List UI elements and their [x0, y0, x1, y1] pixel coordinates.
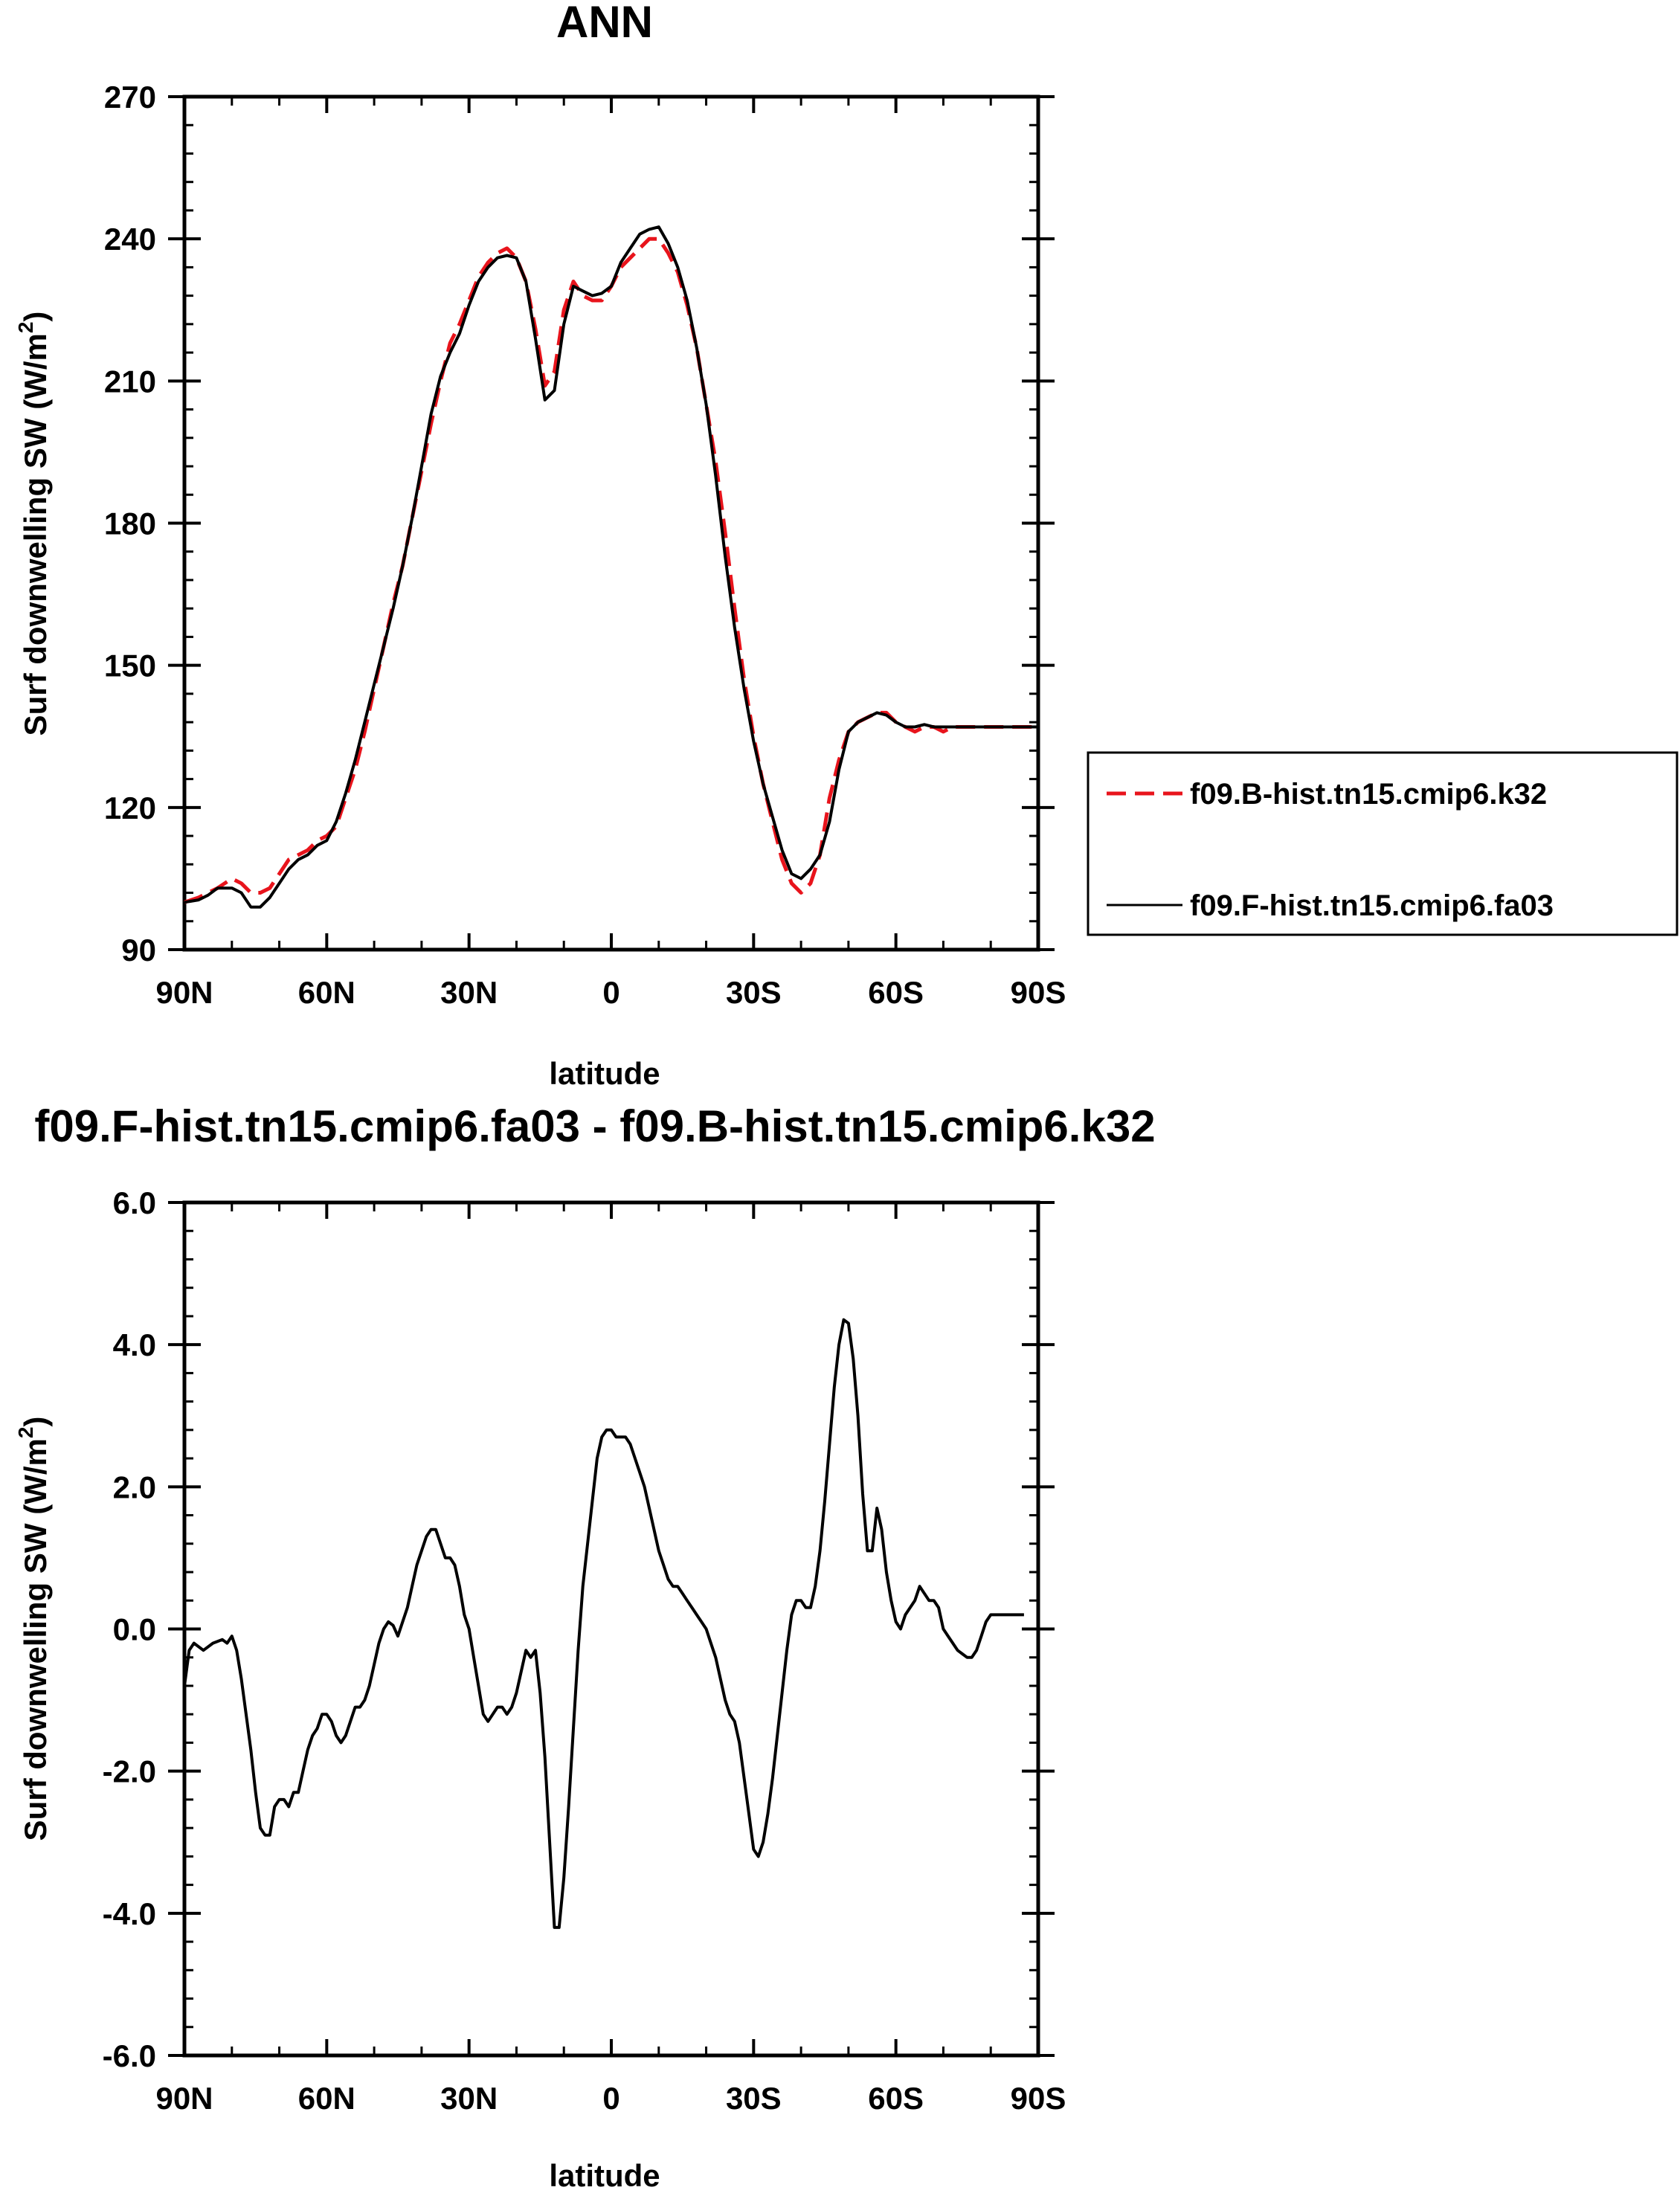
legend-box [1087, 751, 1679, 936]
top-xtick-label: 0 [602, 975, 619, 1010]
bottom-xtick-label: 0 [602, 2081, 619, 2116]
bottom-chart: f09.F-hist.tn15.cmip6.fa03 - f09.B-hist.… [14, 1101, 1156, 2193]
bottom-xtick-label: 30N [440, 2081, 498, 2116]
top-series-line-1 [184, 225, 1038, 909]
top-ytick-label: 270 [104, 80, 156, 115]
bottom-ytick-label: -2.0 [103, 1754, 156, 1789]
bottom-series-line-0 [183, 1318, 1024, 1929]
top-plot-frame [182, 94, 1040, 952]
top-chart: ANN 90N 60N 30N 0 30S 60S 90S 90 120 150 180 210 240… [14, 0, 1679, 1091]
bottom-ytick-label: -6.0 [103, 2038, 156, 2073]
top-ytick-label: 210 [104, 364, 156, 399]
bottom-xtick-label: 90S [1011, 2081, 1066, 2116]
bottom-ytick-label: 0.0 [113, 1612, 156, 1647]
bottom-xtick-label: 90N [155, 2081, 213, 2116]
top-xtick-label: 30S [726, 975, 782, 1010]
bottom-xtick-label: 60S [868, 2081, 924, 2116]
bottom-ytick-label: 4.0 [113, 1327, 156, 1362]
bottom-chart-lines [183, 1318, 1024, 1929]
bottom-xtick-label: 60N [298, 2081, 355, 2116]
top-chart-ylabel: Surf downwelling SW (W/m2) [14, 312, 53, 736]
top-chart-lines [184, 225, 1038, 909]
top-ytick-label: 90 [121, 933, 156, 967]
bottom-ytick-label: 2.0 [113, 1469, 156, 1504]
top-chart-ticks: 90N 60N 30N 0 30S 60S 90S 90 120 150 180 210 240 270 [104, 80, 1066, 1010]
bottom-ytick-label: -4.0 [103, 1896, 156, 1931]
legend-label-f-hist: f09.F-hist.tn15.cmip6.fa03 [1190, 889, 1554, 922]
top-xtick-label: 60S [868, 975, 924, 1010]
top-xtick-label: 90N [155, 975, 213, 1010]
bottom-chart-ylabel: Surf downwelling SW (W/m2) [14, 1417, 53, 1841]
bottom-chart-ticks: 90N 60N 30N 0 30S 60S 90S -6.0 -4.0 -2.0 0.0 2.0 4.0… [103, 1185, 1066, 2116]
legend: f09.B-hist.tn15.cmip6.k32 f09.F-hist.tn1… [1087, 751, 1679, 936]
top-ytick-label: 240 [104, 222, 156, 257]
top-ytick-label: 120 [104, 791, 156, 825]
top-xtick-label: 60N [298, 975, 355, 1010]
top-ytick-label: 150 [104, 648, 156, 683]
top-chart-xlabel: latitude [549, 1056, 660, 1091]
top-xtick-label: 90S [1011, 975, 1066, 1010]
top-chart-title: ANN [556, 0, 653, 47]
bottom-plot-frame [182, 1200, 1040, 2058]
bottom-ytick-label: 6.0 [113, 1185, 156, 1220]
top-ytick-label: 180 [104, 506, 156, 541]
bottom-chart-title: f09.F-hist.tn15.cmip6.fa03 - f09.B-hist.… [34, 1101, 1155, 1151]
bottom-chart-xlabel: latitude [549, 2158, 660, 2193]
top-series-line-0 [184, 236, 1038, 904]
legend-label-b-hist: f09.B-hist.tn15.cmip6.k32 [1190, 778, 1547, 811]
bottom-xtick-label: 30S [726, 2081, 782, 2116]
top-xtick-label: 30N [440, 975, 498, 1010]
